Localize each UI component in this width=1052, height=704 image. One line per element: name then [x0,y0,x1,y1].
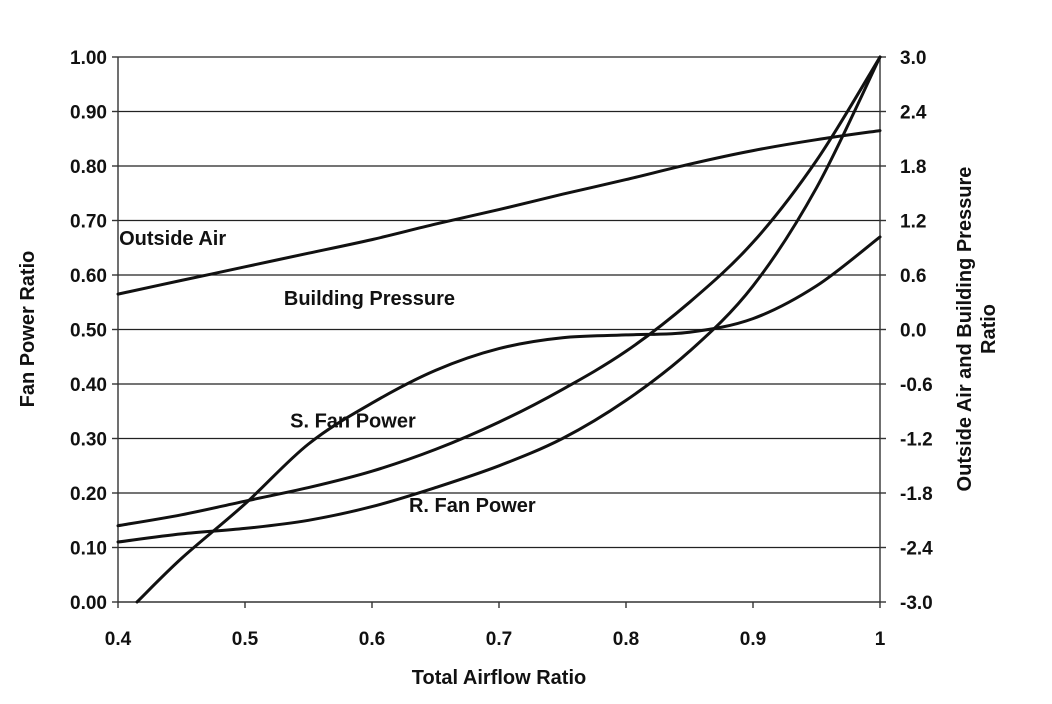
y-tick-label: 1.00 [70,48,107,69]
y-tick-label: 0.30 [70,430,107,451]
y-axis-title: Fan Power Ratio [17,251,39,408]
x-tick-label: 0.8 [613,629,639,650]
right-y-ticks: -3.0 -2.4 -1.8 -1.2 -0.6 0.0 0.6 1.2 1.8 2.4 3.0 [880,48,933,614]
y2-tick-label: 1.8 [900,157,926,178]
y-tick-label: 0.70 [70,212,107,233]
y-tick-label: 0.80 [70,157,107,178]
s-fan-power-label: S. Fan Power [290,411,416,433]
y2-axis-title-line-1: Outside Air and Building Pressure [954,167,976,492]
outside-air-line [116,129,882,296]
y-tick-label: 0.10 [70,539,107,560]
curve-labels: Outside Air Building Pressure S. Fan Power… [119,228,536,517]
x-tick-label: 0.4 [105,629,132,650]
gridlines [118,56,880,549]
y2-tick-label: 1.2 [900,212,926,233]
building-pressure-label: Building Pressure [284,288,455,310]
r-fan-power-line [116,55,882,544]
y-tick-label: 0.20 [70,484,107,505]
left-y-ticks: 0.00 0.10 0.20 0.30 0.40 0.50 0.60 0.70 0.80 0.90… [70,48,118,614]
y-tick-label: 0.60 [70,266,107,287]
y2-tick-label: -1.8 [900,484,933,505]
x-tick-label: 0.7 [486,629,512,650]
y2-tick-label: -3.0 [900,593,933,614]
series-lines [116,55,882,604]
x-tick-label: 1 [875,629,886,650]
s-fan-power-line [116,55,882,528]
x-ticks: 0.4 0.5 0.6 0.7 0.8 0.9 1 [105,602,886,650]
y-tick-label: 0.40 [70,375,107,396]
y-tick-label: 0.00 [70,593,107,614]
y-tick-label: 0.50 [70,321,107,342]
y2-axis-title-line-2: Ratio [978,304,1000,354]
y2-tick-label: -0.6 [900,375,933,396]
y2-tick-label: 0.6 [900,266,926,287]
y-tick-label: 0.90 [70,103,107,124]
r-fan-power-label: R. Fan Power [409,495,536,517]
y2-tick-label: 0.0 [900,321,926,342]
y2-tick-label: 2.4 [900,103,927,124]
outside-air-label: Outside Air [119,228,226,250]
y2-tick-label: -2.4 [900,539,933,560]
x-axis-title: Total Airflow Ratio [412,667,586,689]
y2-tick-label: -1.2 [900,430,933,451]
x-tick-label: 0.5 [232,629,259,650]
x-tick-label: 0.9 [740,629,766,650]
building-pressure-line [135,235,882,604]
y2-tick-label: 3.0 [900,48,926,69]
x-tick-label: 0.6 [359,629,385,650]
